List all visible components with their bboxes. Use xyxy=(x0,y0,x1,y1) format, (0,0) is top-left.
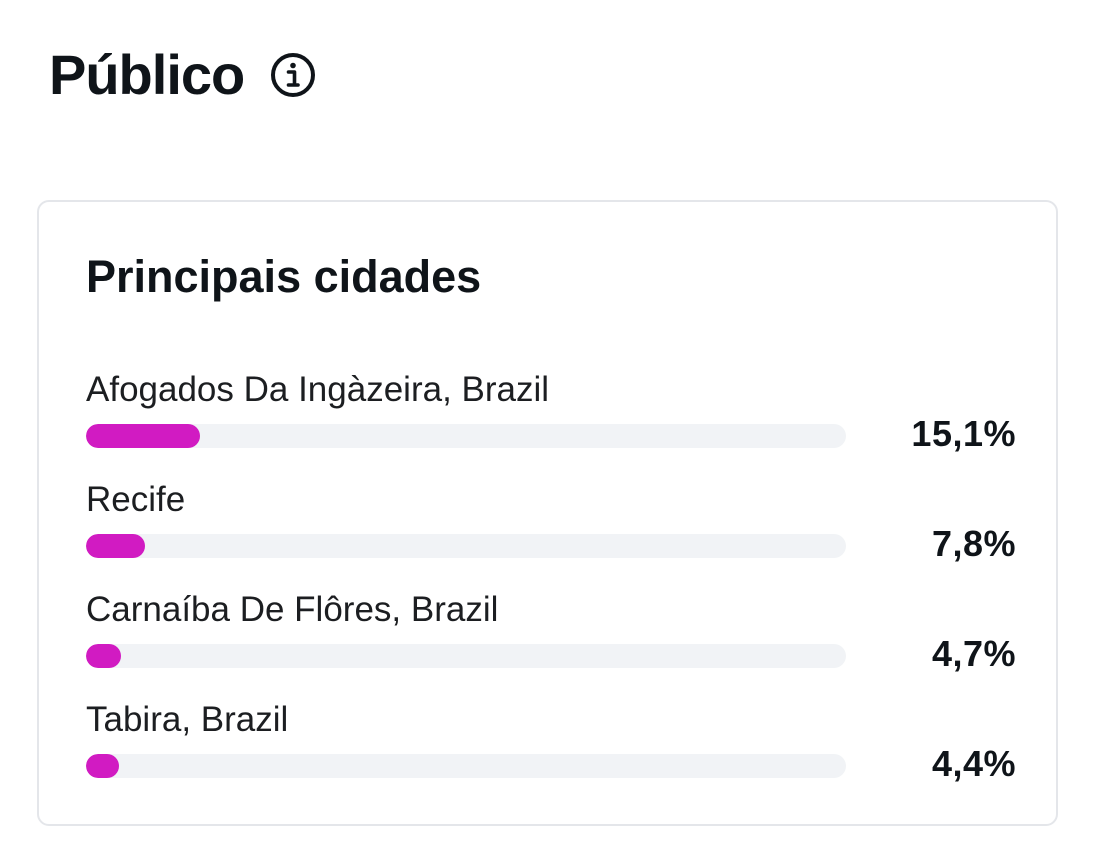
percent-bar-fill xyxy=(86,534,145,558)
city-row: Recife 7,8% xyxy=(86,482,1016,572)
city-percent: 15,1% xyxy=(911,413,1016,454)
city-name: Afogados Da Ingàzeira, Brazil xyxy=(86,370,550,409)
city-percent: 4,4% xyxy=(931,743,1016,784)
percent-bar-track xyxy=(86,644,846,668)
city-row: Tabira, Brazil 4,4% xyxy=(86,702,1016,792)
page-title: Público xyxy=(49,43,245,106)
percent-bar-fill xyxy=(86,754,119,778)
percent-bar-track xyxy=(86,754,846,778)
city-name: Carnaíba De Flôres, Brazil xyxy=(86,590,499,629)
top-cities-card: Principais cidades Afogados Da Ingàzeira… xyxy=(37,200,1058,826)
city-percent: 4,7% xyxy=(931,633,1016,674)
percent-bar-fill xyxy=(86,424,200,448)
percent-bar-fill xyxy=(86,644,121,668)
percent-bar-track xyxy=(86,534,846,558)
city-percent: 7,8% xyxy=(931,523,1016,564)
city-row: Carnaíba De Flôres, Brazil 4,7% xyxy=(86,592,1016,682)
city-name: Tabira, Brazil xyxy=(86,700,289,739)
info-icon[interactable] xyxy=(270,52,316,98)
page-header: Público xyxy=(49,40,316,110)
city-row: Afogados Da Ingàzeira, Brazil 15,1% xyxy=(86,372,1016,462)
percent-bar-track xyxy=(86,424,846,448)
city-name: Recife xyxy=(86,480,186,519)
card-title: Principais cidades xyxy=(86,251,482,302)
